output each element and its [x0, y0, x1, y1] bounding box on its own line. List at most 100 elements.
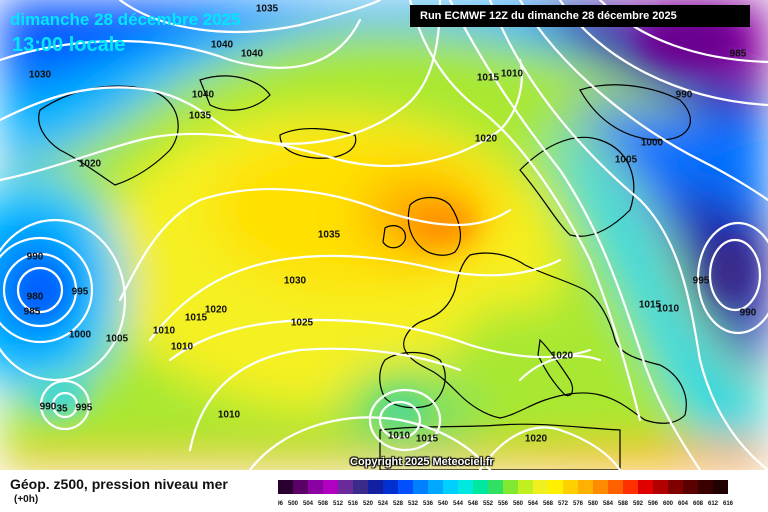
- isobar-label: 1025: [291, 318, 314, 329]
- copyright-text: Copyright 2025 Meteociel.fr: [350, 456, 494, 468]
- isobar-label: 980: [27, 292, 44, 303]
- forecast-step: (+0h): [14, 494, 39, 505]
- legend-swatch: [698, 480, 713, 494]
- legend-tick-label: 572: [558, 501, 569, 507]
- legend-tick-label: 512: [333, 501, 344, 507]
- legend-swatch: [473, 480, 488, 494]
- run-info-banner: Run ECMWF 12Z du dimanche 28 décembre 20…: [410, 5, 750, 27]
- isobar-label: 1015: [185, 313, 208, 324]
- isobar-label: 1010: [171, 342, 194, 353]
- legend-tick-label: 520: [363, 501, 374, 507]
- legend-swatch: [578, 480, 593, 494]
- weather-map: 1035 1040 1040 1030 1040 1035 1015 1010 985 990 10…: [0, 0, 768, 470]
- legend-tick-label: 504: [303, 501, 314, 507]
- legend-swatch: [623, 480, 638, 494]
- map-caption: Géop. z500, pression niveau mer: [10, 476, 228, 492]
- legend-tick-label: 544: [453, 501, 464, 507]
- isobar-label: 1010: [388, 431, 411, 442]
- legend-swatch: [683, 480, 698, 494]
- isobar-label: 1035: [256, 4, 279, 15]
- coastlines: [38, 75, 691, 470]
- legend-swatch: [668, 480, 683, 494]
- isobar-label: 1030: [29, 70, 52, 81]
- legend-tick-label: 604: [678, 501, 689, 507]
- legend-swatch: [548, 480, 563, 494]
- isobar-label: 1040: [192, 90, 215, 101]
- legend-tick-label: 552: [483, 501, 494, 507]
- isobar-label: 990: [27, 252, 44, 263]
- legend-swatch: [713, 480, 728, 494]
- legend-tick-label: 500: [288, 501, 299, 507]
- legend-swatch: [413, 480, 428, 494]
- legend-tick-label: 580: [588, 501, 599, 507]
- legend-tick-label: 560: [513, 501, 524, 507]
- legend-swatch: [398, 480, 413, 494]
- legend-tick-label: 612: [708, 501, 719, 507]
- isobar-label: 1040: [241, 49, 264, 60]
- legend-swatch: [353, 480, 368, 494]
- legend-tick-label: 528: [393, 501, 404, 507]
- isobar-label: 1020: [79, 159, 102, 170]
- legend-swatch: [638, 480, 653, 494]
- legend-tick-label: 548: [468, 501, 479, 507]
- legend-swatch: [458, 480, 473, 494]
- legend-tick-label: 536: [423, 501, 434, 507]
- legend-swatch: [428, 480, 443, 494]
- legend-swatch: [653, 480, 668, 494]
- isobar-label: 995: [72, 287, 89, 298]
- legend-swatch: [383, 480, 398, 494]
- isobar-label: 1020: [525, 434, 548, 445]
- legend-tick-label: 568: [543, 501, 554, 507]
- legend-tick-label: 596: [648, 501, 659, 507]
- legend-tick-label: 564: [528, 501, 539, 507]
- isobar-label: 1035: [189, 111, 212, 122]
- isobar-label: 1010: [153, 326, 176, 337]
- isobar-label: 35: [56, 404, 68, 415]
- legend-tick-label: 600: [663, 501, 674, 507]
- legend-swatch: [278, 480, 293, 494]
- isobar-label: 995: [76, 403, 93, 414]
- legend-swatch: [593, 480, 608, 494]
- legend-swatch: [323, 480, 338, 494]
- time-title: 13:00 locale: [12, 34, 126, 56]
- isobar-label: 985: [24, 307, 41, 318]
- isobar-label: 990: [740, 308, 757, 319]
- isobar-label: 1010: [501, 69, 524, 80]
- isobar-labels: 1035 1040 1040 1030 1040 1035 1015 1010 985 990 10…: [24, 4, 757, 445]
- isobar-label: 1005: [106, 334, 129, 345]
- isobar-label: 1015: [639, 300, 662, 311]
- color-legend: 496 500 504 508 512 516 520 524 528 532 536 540 544 5…: [278, 480, 734, 507]
- legend-tick-label: 540: [438, 501, 449, 507]
- legend-tick-label: 592: [633, 501, 644, 507]
- isobar-label: 990: [40, 402, 57, 413]
- isobar-label: 1000: [69, 330, 92, 341]
- isobar-label: 1035: [318, 230, 341, 241]
- date-title: dimanche 28 décembre 2025: [10, 10, 241, 29]
- legend-tick-label: 516: [348, 501, 359, 507]
- legend-swatch: [563, 480, 578, 494]
- isobar-label: 985: [730, 49, 747, 60]
- legend-tick-label: 576: [573, 501, 584, 507]
- legend-swatch: [368, 480, 383, 494]
- legend-tick-label: 496: [278, 501, 284, 507]
- legend-tick-label: 508: [318, 501, 329, 507]
- isobar-label: 1010: [218, 410, 241, 421]
- isobar-label: 1015: [416, 434, 439, 445]
- legend-swatch: [308, 480, 323, 494]
- legend-swatch: [608, 480, 623, 494]
- isobar-label: 1020: [205, 305, 228, 316]
- isobar-label: 1030: [284, 276, 307, 287]
- isobar-label: 1020: [551, 351, 574, 362]
- isobars: [0, 0, 768, 470]
- legend-tick-label: 532: [408, 501, 419, 507]
- isobar-label: 990: [676, 90, 693, 101]
- legend-tick-label: 584: [603, 501, 614, 507]
- legend-swatch: [533, 480, 548, 494]
- legend-swatch: [503, 480, 518, 494]
- isobar-label: 1040: [211, 40, 234, 51]
- isobar-label: 995: [693, 276, 710, 287]
- legend-tick-label: 608: [693, 501, 704, 507]
- legend-tick-label: 524: [378, 501, 389, 507]
- legend-swatch: [518, 480, 533, 494]
